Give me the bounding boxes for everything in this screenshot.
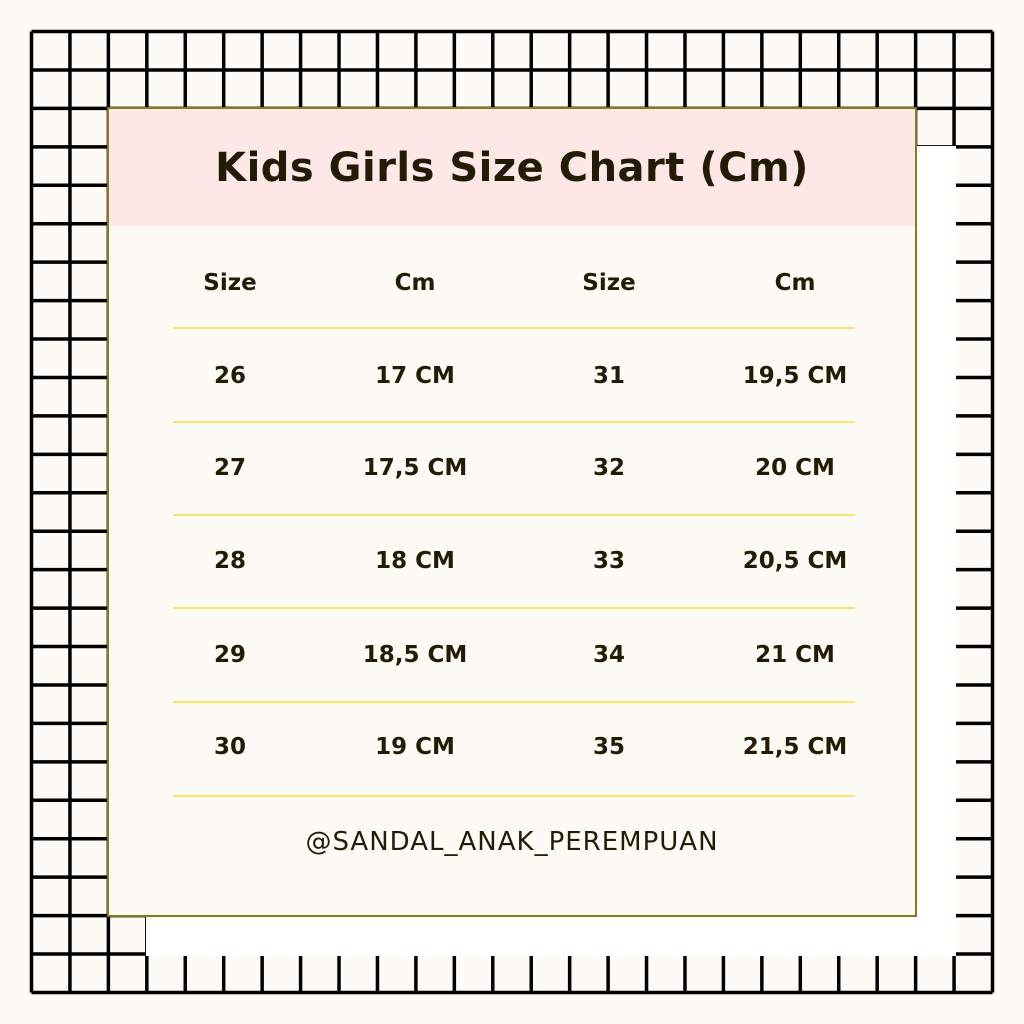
table-cell: 18,5 CM xyxy=(362,642,468,668)
table-cell: 26 xyxy=(213,363,246,389)
title-banner: Kids Girls Size Chart (Cm) xyxy=(109,109,915,226)
column-header: Size xyxy=(582,270,636,296)
column-header: Size xyxy=(203,270,257,296)
row-divider xyxy=(173,421,855,423)
table-cell: 31 xyxy=(592,363,625,389)
table-row: 27 17,5 CM 32 20 CM xyxy=(109,448,915,488)
table-row: 26 17 CM 31 19,5 CM xyxy=(109,356,915,396)
table-cell: 29 xyxy=(213,642,246,668)
table-cell: 19 CM xyxy=(375,734,455,760)
table-cell: 34 xyxy=(592,642,625,668)
column-header: Cm xyxy=(774,270,816,296)
row-divider xyxy=(173,701,855,703)
table-cell: 19,5 CM xyxy=(742,363,848,389)
table-cell: 35 xyxy=(592,734,625,760)
table-cell: 21,5 CM xyxy=(742,734,848,760)
table-cell: 20,5 CM xyxy=(742,548,848,574)
row-divider xyxy=(173,327,855,329)
row-divider xyxy=(173,607,855,609)
table-cell: 17 CM xyxy=(375,363,455,389)
row-divider xyxy=(173,795,855,797)
table-cell: 21 CM xyxy=(755,642,835,668)
table-row: 29 18,5 CM 34 21 CM xyxy=(109,635,915,675)
table-header-row: Size Cm Size Cm xyxy=(109,263,915,303)
table-cell: 27 xyxy=(213,455,246,481)
footer-handle: @SANDAL_ANAK_PEREMPUAN xyxy=(305,827,719,857)
table-row: 28 18 CM 33 20,5 CM xyxy=(109,541,915,581)
table-cell: 17,5 CM xyxy=(362,455,468,481)
table-cell: 32 xyxy=(592,455,625,481)
column-header: Cm xyxy=(394,270,436,296)
table-cell: 20 CM xyxy=(755,455,835,481)
page-title: Kids Girls Size Chart (Cm) xyxy=(215,144,809,191)
table-cell: 33 xyxy=(592,548,625,574)
table-row: 30 19 CM 35 21,5 CM xyxy=(109,727,915,767)
table-cell: 18 CM xyxy=(375,548,455,574)
size-chart-card: Kids Girls Size Chart (Cm) Size Cm Size Cm 2… xyxy=(107,107,917,917)
row-divider xyxy=(173,514,855,516)
table-cell: 30 xyxy=(213,734,246,760)
table-cell: 28 xyxy=(213,548,246,574)
